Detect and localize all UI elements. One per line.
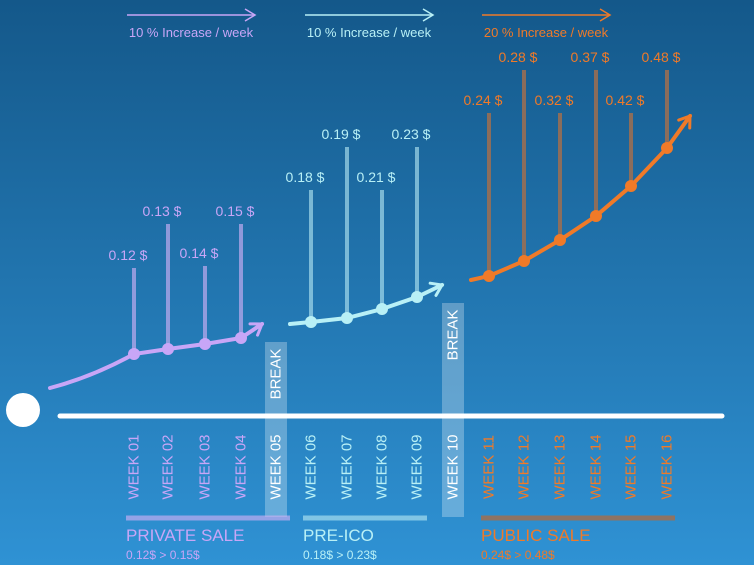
week-label: WEEK 07 [339,434,356,499]
price-dot [235,332,247,344]
break-box [442,303,464,517]
phase-name: PUBLIC SALE [481,526,591,545]
week-label: WEEK 15 [623,434,640,499]
increase-label: 20 % Increase / week [484,25,609,40]
week-label: WEEK 03 [197,434,214,499]
price-label: 0.23 $ [392,126,431,142]
price-dot [199,338,211,350]
start-dot [6,393,40,427]
week-label: WEEK 04 [233,434,250,499]
price-label: 0.13 $ [143,203,182,219]
increase-label: 10 % Increase / week [307,25,432,40]
phase-name: PRIVATE SALE [126,526,244,545]
price-label: 0.19 $ [322,126,361,142]
price-dot [128,348,140,360]
price-label: 0.12 $ [109,247,148,263]
price-label: 0.18 $ [286,169,325,185]
price-label: 0.21 $ [357,169,396,185]
price-label: 0.14 $ [180,245,219,261]
week-label: WEEK 12 [516,434,533,499]
week-label: WEEK 16 [659,434,676,499]
phase-name: PRE-ICO [303,526,374,545]
week-label: WEEK 11 [481,435,498,499]
curve-arrowhead [677,113,692,130]
phase-range: 0.12$ > 0.15$ [126,548,200,562]
price-label: 0.48 $ [642,49,681,65]
phase-range: 0.18$ > 0.23$ [303,548,377,562]
break-box [265,342,287,517]
week-label: WEEK 09 [409,434,426,499]
price-dot [305,316,317,328]
week-label: WEEK 01 [126,434,143,499]
price-label: 0.28 $ [499,49,538,65]
price-label: 0.24 $ [464,92,503,108]
phase-range: 0.24$ > 0.48$ [481,548,555,562]
price-dot [376,303,388,315]
price-dot [518,255,530,267]
price-dot [341,312,353,324]
increase-arrowhead [599,8,612,22]
price-dot [625,180,637,192]
price-label: 0.32 $ [535,92,574,108]
price-label: 0.15 $ [216,203,255,219]
price-label: 0.37 $ [571,49,610,65]
price-dot [554,234,566,246]
week-label: WEEK 08 [374,434,391,499]
price-dot [590,210,602,222]
price-dot [661,142,673,154]
price-dot [411,291,423,303]
week-label: WEEK 14 [588,434,605,499]
week-label: WEEK 06 [303,434,320,499]
week-label: WEEK 10 [445,434,462,499]
price-dot [483,270,495,282]
increase-arrowhead [422,8,435,22]
break-label: BREAK [268,349,285,400]
increase-arrowhead [244,8,257,22]
week-label: WEEK 13 [552,434,569,499]
week-label: WEEK 05 [268,434,285,499]
break-label: BREAK [445,310,462,361]
increase-label: 10 % Increase / week [129,25,254,40]
curve-arrowhead [428,281,445,297]
week-label: WEEK 02 [160,434,177,499]
price-dot [162,343,174,355]
price-label: 0.42 $ [606,92,645,108]
curve-arrowhead [248,322,265,337]
